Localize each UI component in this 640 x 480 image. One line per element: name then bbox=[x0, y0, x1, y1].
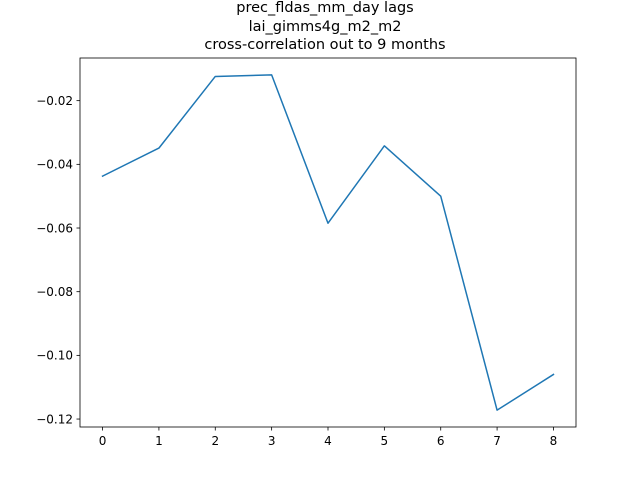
plot-area: 0 1 2 3 4 5 6 7 8 −0.02 −0.04 −0.06 −0.08 −0.10 −0.12 bbox=[36, 57, 577, 448]
x-tick-label-5: 5 bbox=[381, 434, 389, 448]
x-tick-label-6: 6 bbox=[437, 434, 445, 448]
y-tick-label-5: −0.12 bbox=[36, 412, 73, 426]
chart-title-line-3: cross-correlation out to 9 months bbox=[204, 37, 445, 53]
x-tick-label-3: 3 bbox=[268, 434, 276, 448]
x-tick-label-0: 0 bbox=[99, 434, 107, 448]
x-tick-label-4: 4 bbox=[324, 434, 332, 448]
x-tick-label-2: 2 bbox=[211, 434, 219, 448]
x-tick-label-7: 7 bbox=[493, 434, 501, 448]
y-tick-label-0: −0.02 bbox=[36, 94, 73, 108]
chart-title-line-1: prec_fldas_mm_day lags bbox=[236, 0, 413, 16]
y-tick-label-2: −0.06 bbox=[36, 221, 73, 235]
y-tick-label-1: −0.04 bbox=[36, 158, 73, 172]
y-tick-label-4: −0.10 bbox=[36, 349, 73, 363]
x-tick-label-8: 8 bbox=[550, 434, 558, 448]
chart-title-line-2: lai_gimms4g_m2_m2 bbox=[249, 19, 402, 35]
x-tick-label-1: 1 bbox=[155, 434, 163, 448]
series-line-0 bbox=[101, 74, 555, 411]
y-tick-label-3: −0.08 bbox=[36, 285, 73, 299]
